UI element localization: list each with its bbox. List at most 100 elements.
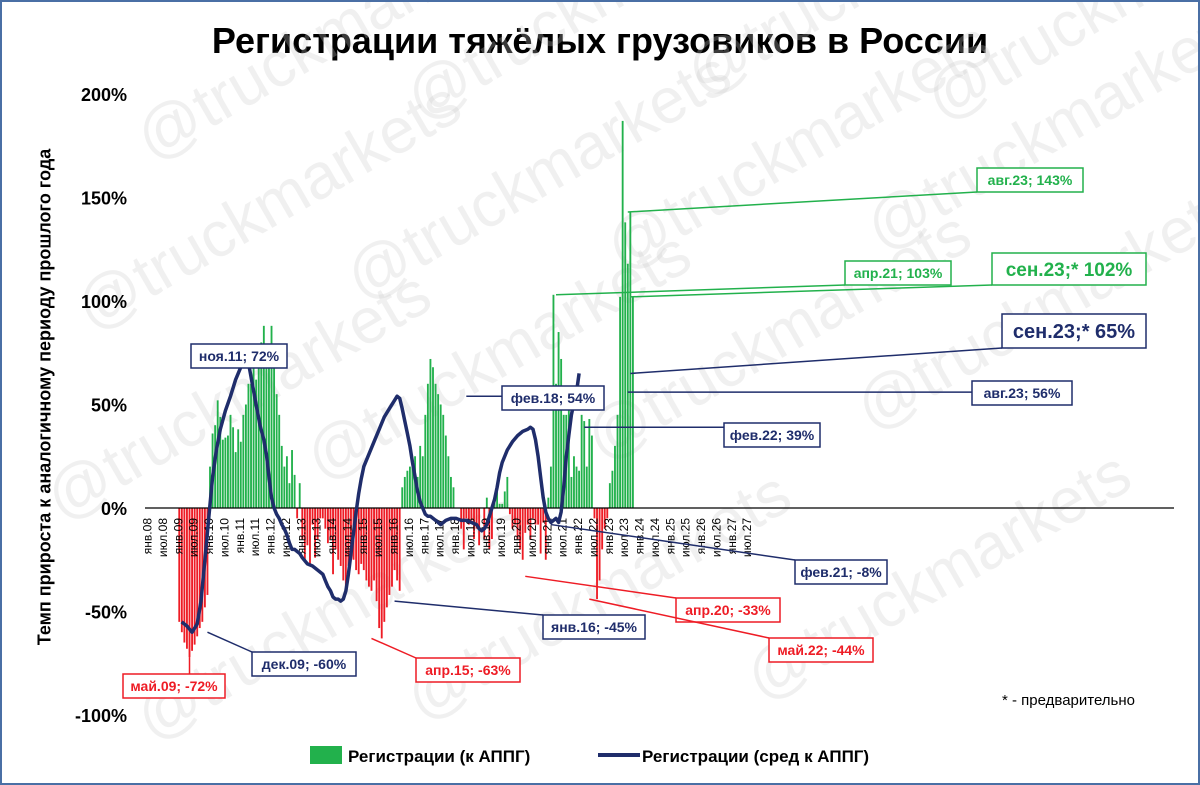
bar (498, 503, 501, 508)
bar (342, 508, 345, 581)
y-tick-label: -100% (75, 706, 127, 726)
x-tick-label: янв.09 (171, 518, 185, 555)
bar (234, 452, 237, 508)
legend: Регистрации (к АППГ) Регистрации (сред к … (310, 746, 869, 766)
bar (224, 437, 227, 508)
annotation-box (190, 343, 288, 369)
bar (560, 358, 563, 508)
bar (580, 414, 583, 508)
bar (378, 508, 381, 629)
bar (365, 508, 368, 581)
annotation-8: апр.21; 103% (555, 260, 952, 296)
bar (293, 474, 296, 508)
bar (298, 483, 301, 508)
bar (314, 508, 317, 558)
annotation-box (251, 651, 357, 677)
bar (337, 508, 340, 560)
bar (549, 466, 552, 508)
bar (429, 358, 432, 508)
bar (483, 508, 486, 540)
bar (247, 383, 250, 508)
x-tick-label: янв.08 (141, 518, 155, 555)
axes-layer: 200%150%100%50%0%-50%-100%янв.08 июл.08 ян… (75, 85, 1174, 726)
bar (244, 404, 247, 508)
bar (626, 263, 629, 508)
bar (539, 508, 542, 554)
bar (385, 508, 388, 608)
bar (555, 383, 557, 508)
bar (201, 508, 204, 622)
x-tick-label: июл.16 (402, 518, 416, 557)
y-tick-label: -50% (85, 603, 127, 623)
bar (339, 508, 342, 566)
annotation-box (971, 380, 1073, 406)
annotation-label: апр.21; 103% (854, 265, 943, 281)
annotation-label: авг.23; 56% (984, 385, 1061, 401)
bar (537, 508, 539, 525)
bar (542, 508, 545, 523)
bar (624, 222, 627, 508)
bar (303, 508, 306, 560)
bar (186, 508, 188, 649)
bar (301, 508, 304, 540)
annotation-0: май.09; -72% (122, 657, 226, 699)
bar (588, 418, 591, 508)
bar (567, 404, 570, 508)
annotation-box (542, 614, 646, 640)
bar (388, 508, 391, 595)
bar (391, 508, 393, 587)
bar (193, 508, 196, 645)
bar (239, 441, 242, 508)
bar (257, 356, 260, 508)
annotation-leader (630, 284, 993, 298)
x-tick-label: янв.26 (694, 518, 708, 555)
bar (506, 476, 509, 508)
bar (585, 466, 588, 508)
bar (219, 416, 222, 508)
bar (488, 508, 491, 550)
bar (403, 476, 406, 508)
bar (462, 508, 465, 550)
bar (547, 497, 550, 508)
bar (519, 508, 522, 550)
annotation-7: фев.21; -8% (550, 523, 888, 585)
bar (575, 466, 578, 508)
annotation-4: янв.16; -45% (394, 600, 646, 640)
bar (629, 211, 632, 509)
bar (237, 429, 240, 508)
bar (221, 439, 224, 508)
annotation-box (768, 637, 874, 663)
annotation-label: май.09; -72% (130, 678, 218, 694)
bar (614, 445, 616, 508)
bar (227, 435, 229, 508)
bar (521, 508, 524, 560)
bar (285, 456, 288, 508)
bar (590, 435, 593, 508)
y-tick-label: 200% (81, 85, 127, 105)
bar (196, 508, 199, 637)
bar (311, 508, 314, 525)
x-tick-label: июл.08 (156, 518, 170, 557)
legend-bar-label: Регистрации (к АППГ) (348, 747, 530, 766)
series-line (180, 359, 581, 634)
annotation-10: май.22; -44% (589, 598, 874, 663)
bar (606, 508, 609, 519)
bar (534, 508, 537, 525)
bar (452, 487, 455, 508)
bar (432, 367, 434, 508)
annotation-leader (207, 631, 253, 653)
x-tick-label: янв.12 (264, 518, 278, 555)
x-tick-label: июл.19 (494, 518, 508, 557)
x-tick-label: янв.22 (571, 518, 585, 555)
x-tick-label: июл.23 (617, 518, 631, 557)
bar (306, 508, 309, 546)
annotation-leader (394, 600, 544, 616)
x-tick-label: июл.25 (679, 518, 693, 557)
x-tick-label: июл.26 (709, 518, 723, 557)
x-tick-label: янв.15 (356, 518, 370, 555)
bar (324, 508, 327, 529)
chart-title: Регистрации тяжёлых грузовиков в России (211, 20, 989, 61)
annotation-2: ноя.11; 72% (190, 343, 288, 369)
x-tick-label: янв.25 (663, 518, 677, 555)
